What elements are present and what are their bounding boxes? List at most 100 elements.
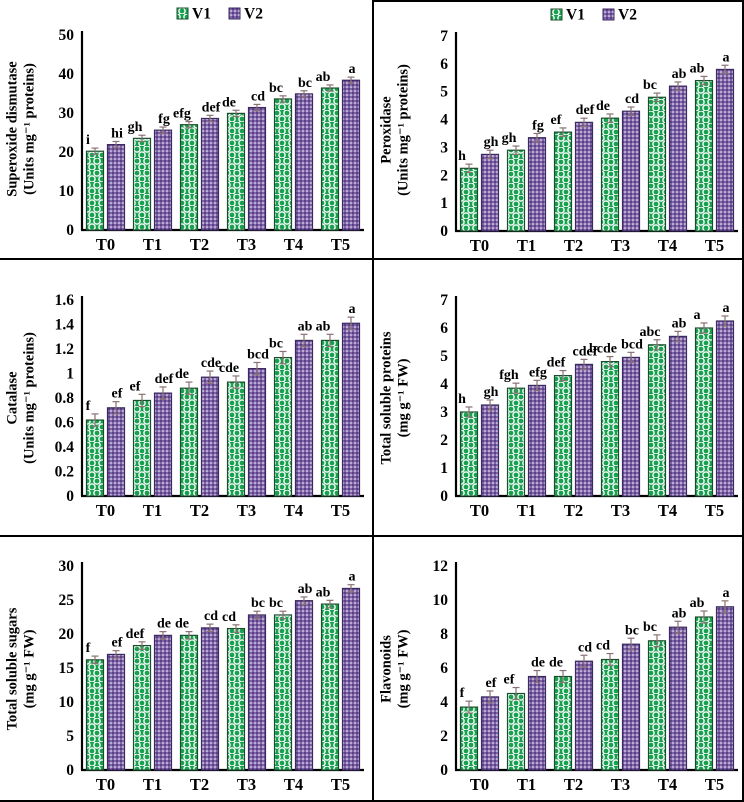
- y-tick-label: 1: [440, 460, 448, 477]
- bar-v2-t2: [200, 117, 220, 231]
- y-tick-label: 0: [66, 762, 74, 779]
- bar-v2-t0: [480, 153, 500, 232]
- bar-v2-t0: [106, 407, 126, 497]
- bar-v2-t1: [153, 129, 173, 231]
- x-tick-label: T4: [284, 501, 303, 520]
- significance-letter: bcd: [247, 347, 269, 362]
- bar-v2-t4: [668, 626, 688, 771]
- x-tick-label: T0: [96, 775, 115, 794]
- y-tick-label: 3: [440, 404, 448, 421]
- y-tick-label: 1: [440, 195, 448, 212]
- significance-letter: a: [694, 308, 701, 323]
- significance-letter: ef: [486, 676, 497, 691]
- y-tick-label: 5: [440, 84, 448, 101]
- significance-letter: cd: [251, 89, 265, 104]
- bar-v2-t0: [480, 404, 500, 497]
- bar-v2-t1: [527, 137, 547, 232]
- x-tick-label: T3: [237, 501, 256, 520]
- significance-letter: ab: [298, 582, 313, 597]
- significance-letter: def: [547, 356, 566, 371]
- bar-v1-t4: [273, 356, 293, 497]
- significance-letter: cde: [201, 356, 221, 371]
- significance-letter: f: [86, 641, 91, 656]
- x-tick-label: T2: [190, 775, 209, 794]
- significance-letter: bc: [298, 76, 312, 91]
- significance-letter: ef: [504, 673, 515, 688]
- significance-letter: ef: [130, 379, 141, 394]
- bar-v2-t1: [527, 384, 547, 497]
- significance-letter: gh: [502, 131, 517, 146]
- y-tick-label: 2: [440, 167, 448, 184]
- bar-v1-t2: [179, 124, 199, 231]
- bar-v1-t5: [320, 339, 340, 497]
- significance-letter: bc: [643, 78, 657, 93]
- x-tick-label: T0: [96, 501, 115, 520]
- significance-letter: efg: [529, 365, 547, 380]
- significance-letter: cde: [219, 361, 239, 376]
- x-tick-label: T1: [517, 775, 536, 794]
- legend-swatch-v2: [228, 7, 241, 20]
- significance-letter: fgh: [499, 368, 519, 383]
- y-tick-label: 3: [440, 139, 448, 156]
- y-tick-label: 1.4: [55, 317, 75, 334]
- legend-label-v2: V2: [618, 7, 637, 24]
- significance-letter: bc: [269, 596, 283, 611]
- bar-v1-t4: [647, 96, 667, 232]
- x-tick-label: T3: [237, 775, 256, 794]
- y-axis-title-line: Peroxidase: [378, 96, 395, 164]
- chart-panel-catalase: Catalase (Units mg⁻¹ proteins) 0 0.2 0.4 0.…: [0, 258, 372, 535]
- bar-v2-t3: [247, 367, 267, 497]
- y-tick-label: 6: [440, 56, 448, 73]
- bar-v1-t0: [85, 150, 105, 231]
- y-axis-title-line: (Units mg⁻¹ proteins): [21, 63, 37, 195]
- bar-v2-t4: [668, 335, 688, 497]
- bar-v1-t5: [694, 327, 714, 497]
- significance-letter: def: [576, 103, 595, 118]
- significance-letter: de: [596, 99, 610, 114]
- x-tick-label: T1: [517, 236, 536, 255]
- bar-v1-t1: [132, 137, 152, 231]
- significance-letter: de: [175, 367, 189, 382]
- significance-letter: a: [723, 301, 730, 316]
- significance-letter: i: [86, 133, 90, 148]
- bar-v2-t1: [527, 675, 547, 771]
- significance-letter: gh: [484, 385, 499, 400]
- bar-v1-t3: [600, 360, 620, 497]
- y-tick-label: 5: [66, 728, 74, 745]
- y-tick-label: 0.4: [55, 439, 75, 456]
- significance-letter: fg: [158, 112, 170, 127]
- bar-v1-t4: [273, 614, 293, 771]
- y-axis-title: Catalase (Units mg⁻¹ proteins): [0, 260, 42, 535]
- chart-panel-total-soluble-sugars: Total soluble sugars (mg g⁻¹ FW) 0 5 10 15 2…: [0, 535, 372, 802]
- bar-v2-t0: [480, 696, 500, 771]
- legend-swatch-v1: [176, 7, 189, 20]
- bar-v1-t4: [647, 344, 667, 497]
- y-tick-label: 5: [440, 348, 448, 365]
- bar-v2-t0: [106, 653, 126, 771]
- legend-label-v1: V1: [566, 7, 585, 24]
- y-tick-label: 0.6: [55, 415, 75, 432]
- bar-v2-t5: [341, 79, 361, 231]
- bar-v1-t2: [553, 131, 573, 232]
- bar-v1-t5: [694, 616, 714, 771]
- x-tick-label: T2: [190, 235, 209, 254]
- legend-swatch-v1: [550, 8, 563, 21]
- chart-panel-peroxidase: Peroxidase (Units mg⁻¹ proteins) 0 1 2 3 4 5 6…: [372, 0, 744, 258]
- y-tick-label: 10: [433, 592, 449, 609]
- y-tick-label: 20: [59, 626, 75, 643]
- y-tick-label: 0: [440, 762, 448, 779]
- y-tick-label: 1: [66, 366, 74, 383]
- y-tick-label: 12: [433, 558, 449, 575]
- significance-letter: bc: [643, 620, 657, 635]
- chart-panel-flavonoids: Flavonoids (mg g⁻¹ FW) 0 2 4 6 8 10 12 T0 f ef T1 e…: [372, 535, 744, 802]
- significance-letter: ef: [112, 387, 123, 402]
- y-axis-title-line: Superoxide dismutase: [4, 61, 21, 197]
- bar-v1-t3: [226, 627, 246, 771]
- bar-v2-t4: [294, 600, 314, 771]
- y-tick-label: 25: [59, 592, 75, 609]
- bar-v1-t5: [320, 603, 340, 771]
- bar-v1-t1: [132, 399, 152, 497]
- bar-v2-t3: [621, 356, 641, 497]
